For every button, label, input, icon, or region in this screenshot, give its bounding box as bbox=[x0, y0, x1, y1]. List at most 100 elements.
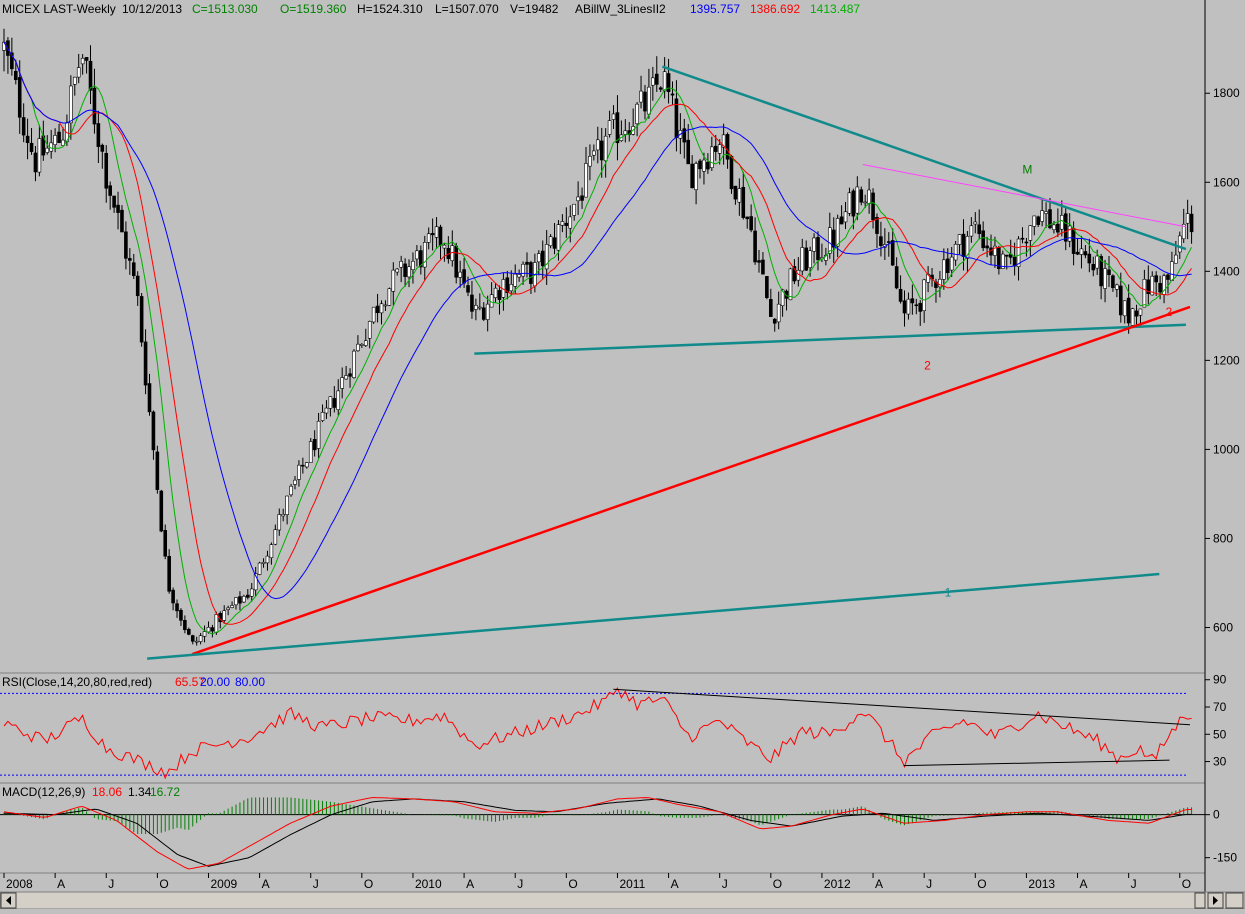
candle bbox=[831, 217, 836, 263]
moving-averages bbox=[3, 41, 1193, 635]
candle bbox=[273, 524, 278, 546]
candle bbox=[104, 145, 109, 203]
candle bbox=[957, 234, 962, 255]
candle bbox=[312, 430, 317, 457]
candle bbox=[863, 194, 867, 209]
candle bbox=[1146, 265, 1151, 305]
candle bbox=[749, 204, 753, 233]
candle bbox=[190, 634, 195, 645]
candle bbox=[658, 86, 663, 93]
candle bbox=[1083, 245, 1088, 259]
candle bbox=[1091, 256, 1096, 277]
candle bbox=[690, 155, 694, 189]
candle bbox=[1024, 237, 1029, 257]
candle bbox=[733, 185, 738, 205]
candle bbox=[564, 207, 569, 238]
candle bbox=[757, 249, 761, 273]
x-tick-label: A bbox=[1080, 877, 1088, 891]
candle bbox=[336, 379, 341, 416]
candle bbox=[1154, 271, 1158, 296]
candle bbox=[458, 260, 462, 288]
header-low: L=1507.070 bbox=[435, 2, 499, 16]
x-tick-label: O bbox=[773, 877, 782, 891]
candle bbox=[505, 270, 510, 300]
candle bbox=[242, 594, 246, 603]
candle bbox=[411, 252, 415, 284]
price-axis: 1800 1600 1400 1200 1000 800 600 bbox=[1205, 86, 1240, 634]
candle bbox=[1122, 300, 1127, 324]
x-tick-label: 2013 bbox=[1028, 877, 1055, 891]
y-tick-label: 1400 bbox=[1213, 264, 1240, 278]
candle bbox=[33, 146, 38, 182]
candle bbox=[1020, 227, 1025, 244]
candle bbox=[61, 127, 65, 146]
candle bbox=[131, 253, 136, 279]
candle bbox=[340, 367, 344, 399]
macd-signal-line bbox=[3, 798, 1192, 867]
candle bbox=[965, 231, 970, 273]
candle bbox=[316, 412, 321, 459]
x-tick-label: J bbox=[1131, 877, 1137, 891]
candle bbox=[226, 605, 230, 616]
candle bbox=[57, 123, 61, 144]
candle bbox=[179, 608, 183, 627]
candle bbox=[855, 176, 860, 221]
x-tick-label: 2012 bbox=[824, 877, 851, 891]
candle bbox=[780, 288, 785, 317]
candle bbox=[1115, 283, 1119, 298]
candle bbox=[599, 127, 604, 178]
candle bbox=[1016, 236, 1021, 281]
candle bbox=[894, 257, 899, 290]
scroll-thumb[interactable] bbox=[1194, 892, 1206, 909]
horizontal-scrollbar[interactable] bbox=[0, 891, 1245, 910]
candle bbox=[572, 203, 576, 221]
trend-line bbox=[147, 572, 1160, 660]
candle bbox=[938, 271, 942, 298]
x-tick-label: J bbox=[108, 877, 114, 891]
candle bbox=[1099, 253, 1103, 300]
candle bbox=[375, 293, 380, 323]
candle bbox=[261, 558, 266, 568]
x-tick-label: J bbox=[313, 877, 319, 891]
scroll-extra-button[interactable] bbox=[1225, 892, 1244, 909]
candle bbox=[143, 329, 148, 395]
candle bbox=[1103, 259, 1107, 303]
candle bbox=[949, 246, 954, 278]
candle bbox=[442, 242, 447, 262]
x-tick-label: 2011 bbox=[619, 877, 645, 891]
candle bbox=[698, 158, 702, 179]
candle bbox=[717, 139, 722, 165]
candle bbox=[304, 462, 309, 469]
candle bbox=[171, 587, 175, 611]
macd-value: 18.06 bbox=[92, 785, 122, 799]
candle bbox=[332, 386, 337, 413]
y-tick-label: 1000 bbox=[1213, 442, 1240, 456]
candle bbox=[21, 103, 26, 143]
candle bbox=[772, 317, 777, 332]
candle bbox=[403, 258, 407, 287]
candle bbox=[729, 154, 734, 194]
candle bbox=[234, 597, 238, 610]
candle bbox=[69, 75, 73, 140]
x-tick-label: J bbox=[926, 877, 932, 891]
trend-line bbox=[474, 323, 1186, 355]
chart-annotation: 2 bbox=[924, 358, 931, 372]
candle bbox=[843, 201, 848, 230]
candle bbox=[383, 300, 388, 311]
moving-average-line bbox=[3, 41, 1192, 625]
candle bbox=[800, 238, 805, 276]
candle bbox=[595, 126, 600, 164]
candle bbox=[654, 56, 659, 92]
candle bbox=[265, 550, 270, 571]
candle bbox=[426, 227, 431, 250]
rsi-tick-label: 70 bbox=[1213, 700, 1227, 714]
rsi-low-level: 20.00 bbox=[200, 675, 230, 689]
candle bbox=[281, 508, 285, 522]
candle bbox=[666, 58, 671, 104]
candle bbox=[1138, 308, 1143, 325]
candle bbox=[1142, 269, 1147, 308]
candle bbox=[320, 404, 325, 423]
candle bbox=[552, 223, 557, 255]
candle bbox=[478, 293, 482, 311]
candle bbox=[890, 228, 895, 266]
